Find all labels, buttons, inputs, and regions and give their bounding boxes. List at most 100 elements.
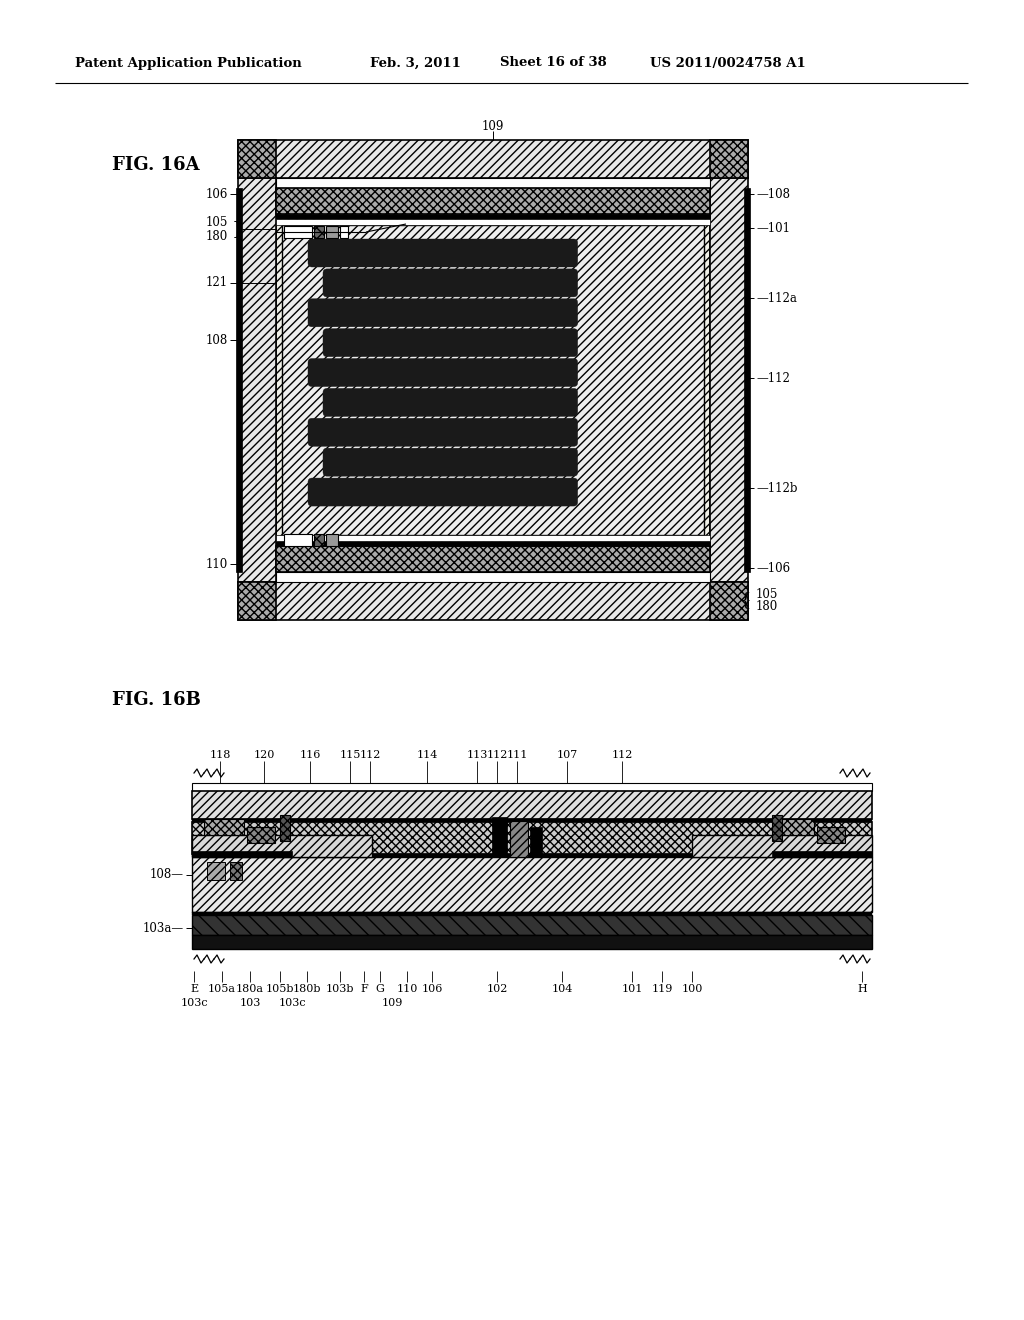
- Text: 103b: 103b: [326, 983, 354, 994]
- FancyBboxPatch shape: [323, 388, 578, 416]
- Bar: [492, 817, 507, 857]
- Text: F: F: [360, 983, 368, 994]
- Bar: [193, 791, 872, 818]
- FancyBboxPatch shape: [308, 359, 578, 387]
- Text: FIG. 16B: FIG. 16B: [112, 690, 201, 709]
- Text: 180: 180: [756, 601, 778, 614]
- Bar: [710, 582, 748, 620]
- Text: 100: 100: [681, 983, 702, 994]
- FancyBboxPatch shape: [308, 239, 578, 267]
- Text: 103c: 103c: [279, 998, 306, 1008]
- Bar: [193, 851, 292, 857]
- Text: 180b: 180b: [293, 983, 322, 994]
- Text: 110: 110: [206, 557, 228, 570]
- Bar: [193, 822, 872, 854]
- FancyBboxPatch shape: [323, 329, 578, 356]
- Bar: [276, 178, 710, 582]
- FancyBboxPatch shape: [323, 449, 578, 477]
- Text: 103c: 103c: [180, 998, 208, 1008]
- Bar: [207, 862, 225, 880]
- Bar: [772, 814, 782, 841]
- Text: 120: 120: [253, 750, 274, 760]
- Bar: [238, 582, 748, 620]
- Text: 108—: 108—: [150, 869, 184, 882]
- Bar: [236, 187, 242, 572]
- Bar: [276, 187, 710, 214]
- Text: —112a: —112a: [756, 292, 797, 305]
- Text: 112: 112: [611, 750, 633, 760]
- Bar: [238, 140, 276, 178]
- Bar: [276, 535, 710, 541]
- Bar: [314, 535, 324, 546]
- Text: —101: —101: [756, 222, 790, 235]
- Text: 103: 103: [240, 998, 261, 1008]
- Bar: [204, 818, 244, 836]
- Text: 116: 116: [299, 750, 321, 760]
- Text: 105: 105: [206, 216, 228, 230]
- Bar: [817, 828, 845, 843]
- Bar: [247, 828, 275, 843]
- Text: 114: 114: [417, 750, 437, 760]
- Text: 111: 111: [506, 750, 527, 760]
- Text: —112: —112: [756, 371, 790, 384]
- Bar: [276, 572, 710, 582]
- Text: E: E: [189, 983, 198, 994]
- Text: H: H: [857, 983, 867, 994]
- Text: Patent Application Publication: Patent Application Publication: [75, 57, 302, 70]
- Text: 101: 101: [622, 983, 643, 994]
- Text: 105a: 105a: [208, 983, 236, 994]
- Text: }: }: [232, 220, 244, 238]
- Text: 118: 118: [209, 750, 230, 760]
- Text: —106: —106: [756, 561, 791, 574]
- Text: 113: 113: [466, 750, 487, 760]
- Bar: [193, 818, 872, 822]
- Bar: [193, 836, 372, 857]
- Bar: [276, 178, 710, 187]
- Bar: [744, 187, 750, 572]
- Bar: [276, 219, 710, 224]
- Text: 112: 112: [359, 750, 381, 760]
- Bar: [238, 582, 276, 620]
- Bar: [710, 178, 748, 582]
- Text: {: {: [739, 591, 751, 609]
- Text: 180: 180: [206, 230, 228, 243]
- FancyBboxPatch shape: [308, 298, 578, 327]
- Text: US 2011/0024758 A1: US 2011/0024758 A1: [650, 57, 806, 70]
- Bar: [710, 140, 748, 178]
- Bar: [774, 818, 814, 836]
- Text: 121: 121: [206, 276, 228, 289]
- Bar: [230, 862, 242, 880]
- Bar: [282, 224, 705, 535]
- Text: 102: 102: [486, 983, 508, 994]
- FancyBboxPatch shape: [308, 478, 578, 506]
- Text: 109: 109: [381, 998, 402, 1008]
- Bar: [276, 546, 710, 572]
- Bar: [314, 226, 324, 238]
- Bar: [284, 226, 312, 238]
- Text: 103a—: 103a—: [143, 921, 184, 935]
- Text: 108: 108: [206, 334, 228, 346]
- Text: 105b: 105b: [266, 983, 294, 994]
- Text: 110: 110: [396, 983, 418, 994]
- Bar: [284, 535, 312, 546]
- Bar: [692, 836, 872, 857]
- Bar: [326, 226, 338, 238]
- Bar: [193, 935, 872, 949]
- Bar: [772, 851, 872, 857]
- Text: 105: 105: [756, 587, 778, 601]
- Text: Feb. 3, 2011: Feb. 3, 2011: [370, 57, 461, 70]
- Bar: [193, 854, 872, 857]
- Bar: [193, 783, 872, 791]
- Bar: [510, 821, 528, 857]
- Text: 109: 109: [482, 120, 504, 132]
- Text: Sheet 16 of 38: Sheet 16 of 38: [500, 57, 607, 70]
- Bar: [326, 535, 338, 546]
- Text: 106: 106: [206, 187, 228, 201]
- Bar: [340, 226, 348, 238]
- Text: 115: 115: [339, 750, 360, 760]
- Bar: [193, 857, 872, 912]
- Bar: [238, 140, 748, 178]
- Text: FIG. 16A: FIG. 16A: [112, 156, 200, 174]
- Text: 180a: 180a: [236, 983, 264, 994]
- Bar: [193, 915, 872, 935]
